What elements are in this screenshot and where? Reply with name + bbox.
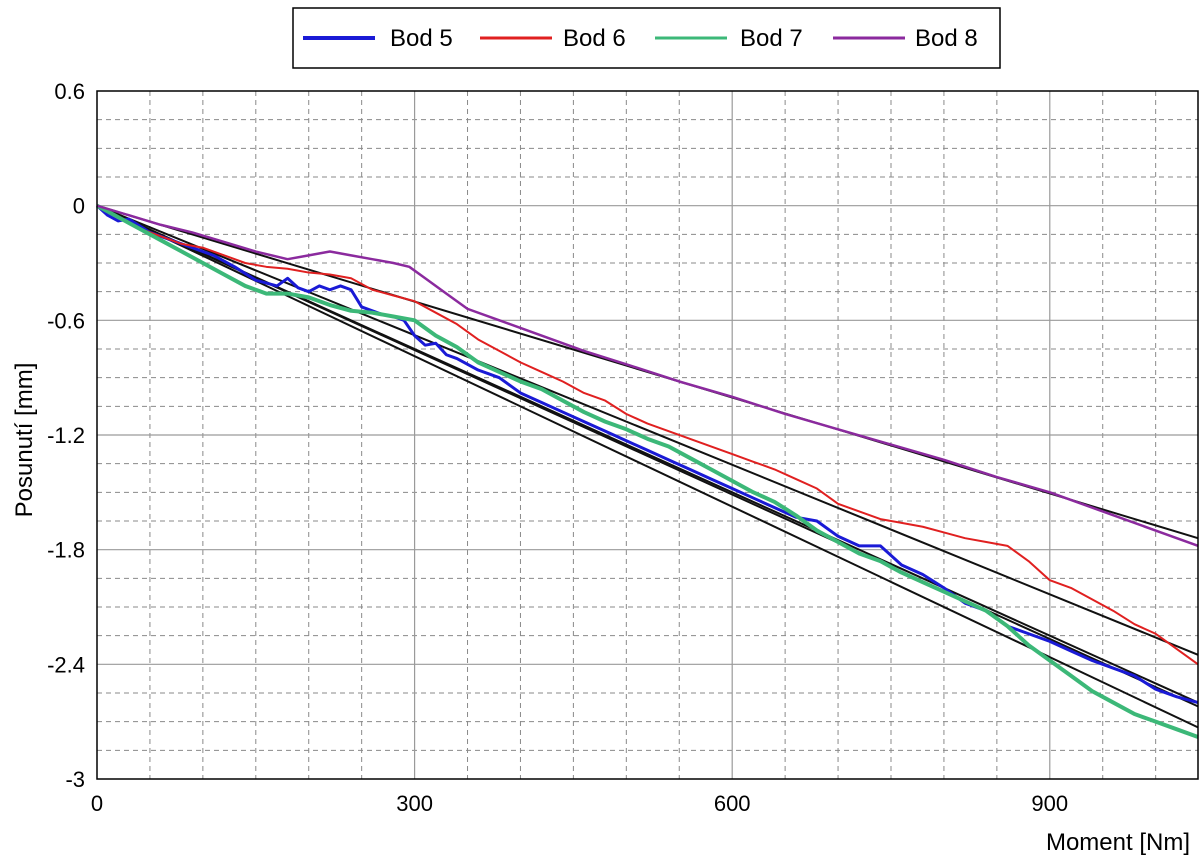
y-tick-labels: 0.6 0 -0.6 -1.2 -1.8 -2.4 -3 [47,79,85,792]
legend: Bod 5 Bod 6 Bod 7 Bod 8 [292,7,1001,69]
fit-line [96,204,1199,656]
y-tick-label: -1.8 [47,538,85,563]
series-line-bod-7 [96,203,1199,739]
y-tick-label: -0.6 [47,308,85,333]
x-tick-label: 0 [91,791,103,816]
legend-label: Bod 6 [563,25,626,52]
grid-major [97,91,1198,779]
series-line-bod-8 [96,204,1199,548]
series-lines [95,203,1199,739]
y-tick-label: 0.6 [54,79,85,104]
y-tick-label: -3 [65,767,85,792]
y-tick-label: 0 [73,194,85,219]
legend-label: Bod 7 [740,25,803,52]
fit-line [96,204,1199,708]
x-tick-label: 600 [714,791,751,816]
legend-label: Bod 5 [390,25,453,52]
plot-frame [96,90,1199,780]
x-tick-label: 900 [1031,791,1068,816]
series-line-bod-6 [96,204,1199,666]
legend-label: Bod 8 [915,25,978,52]
y-tick-label: -2.4 [47,652,85,677]
x-tick-label: 300 [396,791,433,816]
y-axis-title: Posunutí [mm] [11,363,38,518]
x-axis-title: Moment [Nm] [1046,829,1190,856]
x-tick-labels: 0 300 600 900 [91,791,1068,816]
y-tick-label: -1.2 [47,423,85,448]
